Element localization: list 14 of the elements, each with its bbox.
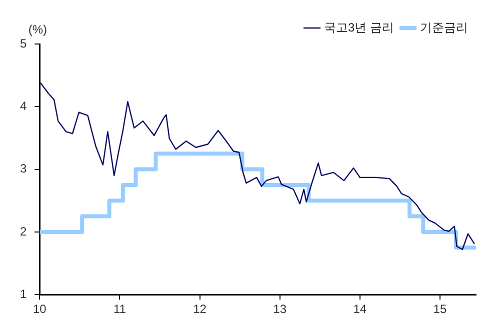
y-tick-label: 1 [20,286,27,301]
x-tick-label: 15 [433,302,447,316]
y-tick-label: 2 [20,224,27,238]
y-tick-label: 3 [20,162,27,176]
x-tick-label: 12 [193,302,207,316]
x-tick-label: 14 [353,302,367,316]
y-tick-label: 5 [20,36,27,50]
x-tick-label: 10 [32,302,47,316]
x-tick-label: 11 [114,302,126,316]
y-tick-label: 4 [20,98,27,113]
y-axis-title: (%) [28,22,48,36]
legend-label: 국고3년 금리 [324,20,394,34]
legend-label: 기준금리 [420,20,468,34]
x-tick-label: 13 [273,302,287,316]
